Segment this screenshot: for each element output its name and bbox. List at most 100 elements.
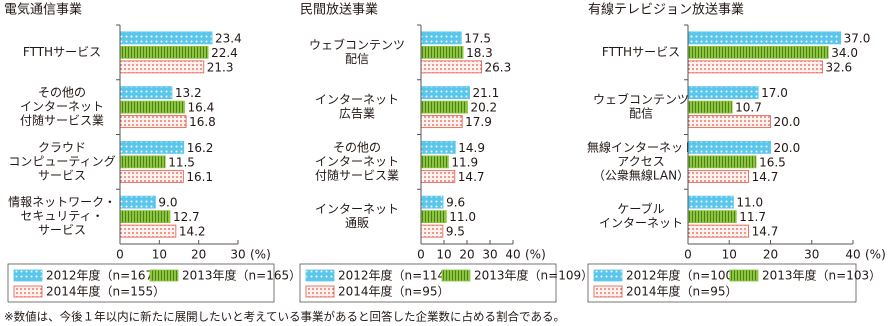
legend-label: 2012年度（n=100） [626,268,745,283]
y-tick-label: 情報ネットワーク・ [8,195,116,209]
value-label: 9.0 [158,196,177,210]
bar [687,224,750,238]
bar [687,195,734,209]
y-tick-label: ケーブル [617,201,664,216]
legend-label: 2012年度（n=167） [46,268,165,283]
x-tick-label: 30 [482,248,497,262]
legend-box [587,263,857,303]
value-label: 11.0 [449,210,476,224]
bar [119,195,156,209]
value-label: 11.0 [736,196,763,210]
value-label: 10.7 [735,101,762,115]
value-label: 22.4 [211,46,238,60]
value-label: 9.5 [446,225,465,239]
value-label: 18.3 [466,46,493,60]
bar [420,210,447,224]
x-axis-unit: (%) [250,248,271,262]
x-axis-unit: (%) [525,248,546,262]
value-label: 32.6 [825,60,852,74]
chart-title: 電気通信事業 [4,2,82,18]
y-tick-label: その他の [333,140,381,154]
y-tick-label: インターネット [315,154,399,168]
bar [687,100,733,114]
y-tick-label: ウェブコンテンツ [593,92,689,107]
bar [420,195,444,209]
value-label: 13.2 [175,86,202,100]
bar [687,210,737,224]
value-label: 16.4 [188,101,215,115]
value-label: 14.2 [179,225,206,239]
bar [119,60,205,74]
y-tick-label: その他の [38,86,86,100]
value-label: 11.5 [168,155,195,169]
value-label: 20.2 [470,101,497,115]
bar [119,224,177,238]
legend-label: 2014年度（n=95） [626,284,737,299]
value-label: 21.3 [207,60,234,74]
y-tick-label: インターネット [315,202,399,216]
bar [420,45,464,59]
bar [687,155,757,169]
value-label: 34.0 [831,46,858,60]
value-label: 21.1 [473,86,500,100]
x-tick-label: 10 [436,248,451,262]
legend-label: 2013年度（n=165） [182,268,301,283]
bar [420,155,449,169]
x-tick-label: 0 [684,248,692,262]
y-tick-label: インターネット [315,93,399,107]
x-tick-label: 10 [722,248,737,262]
legend-swatch [13,269,43,282]
value-label: 12.7 [173,210,200,224]
bar [119,31,213,45]
value-label: 26.3 [484,60,511,74]
legend-label: 2014年度（n=95） [338,284,449,299]
bar [420,60,482,74]
bar [420,31,462,45]
bar [420,100,468,114]
legend-box [7,263,275,303]
value-label: 20.0 [774,115,801,129]
value-label: 37.0 [844,31,871,45]
x-tick-label: 40 [845,248,860,262]
x-tick-label: 30 [804,248,819,262]
x-tick-label: 20 [191,248,206,262]
x-tick-label: 0 [116,248,124,262]
bar [687,140,771,154]
value-label: 20.0 [774,141,801,155]
bar [687,45,829,59]
bar [420,140,456,154]
bar [119,210,171,224]
legend-swatch [593,285,623,298]
value-label: 14.9 [458,141,485,155]
legend-swatch [729,269,759,282]
legend-label: 2013年度（n=103） [762,268,881,283]
y-tick-label: ウェブコンテンツ [309,37,405,52]
y-tick-label: （公衆無線LAN） [593,167,689,182]
value-label: 11.9 [451,155,478,169]
x-tick-label: 20 [763,248,778,262]
value-label: 17.5 [464,31,491,45]
bar [119,45,209,59]
legend-swatch [305,269,335,282]
y-tick-label: 付随サービス業 [315,167,399,182]
value-label: 16.1 [186,170,213,184]
legend-label: 2012年度（n=114） [338,268,457,283]
y-tick-label: サービス [38,168,86,182]
y-tick-label: コンピューティング [8,154,115,168]
value-label: 14.7 [752,225,779,239]
value-label: 16.2 [187,141,214,155]
x-tick-label: 0 [417,248,425,262]
bar [420,86,470,100]
x-tick-label: 10 [152,248,167,262]
legend-swatch [305,285,335,298]
chart-title: 有線テレビジョン放送事業 [588,2,744,18]
bar [687,31,842,45]
x-axis-unit: (%) [865,248,886,262]
bar [687,115,771,129]
bar [420,115,463,129]
value-label: 16.8 [189,115,216,129]
legend-swatch [13,285,43,298]
bar [119,115,187,129]
